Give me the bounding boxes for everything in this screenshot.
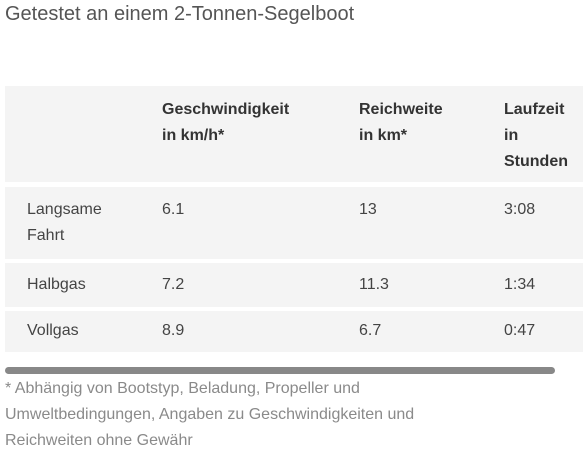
header-runtime-line2: in	[504, 127, 519, 144]
table-row: Vollgas 8.9 6.7 0:47	[5, 311, 583, 352]
footnote-line1: * Abhängig von Bootstyp, Beladung, Prope…	[5, 380, 360, 397]
row-label: Vollgas	[27, 322, 79, 339]
range-value: 11.3	[359, 276, 389, 293]
footnote: * Abhängig von Bootstyp, Beladung, Prope…	[5, 376, 575, 454]
header-range-line2: in km*	[359, 127, 408, 144]
runtime-value: 3:08	[504, 201, 536, 218]
performance-table[interactable]: Geschwindigkeit in km/h* Reichweite in k…	[5, 86, 583, 352]
header-speed-line1: Geschwindigkeit	[162, 101, 290, 118]
footnote-line2: Umweltbedingungen, Angaben zu Geschwindi…	[5, 406, 415, 423]
row-label: Langsame Fahrt	[27, 197, 102, 249]
table-row: Halbgas 7.2 11.3 1:34	[5, 263, 583, 307]
row-label-line1: Langsame	[27, 201, 102, 218]
runtime-value: 0:47	[504, 322, 536, 339]
runtime-value: 1:34	[504, 276, 536, 293]
range-value: 13	[359, 201, 377, 218]
speed-value: 7.2	[162, 276, 185, 293]
header-runtime-line3: Stunden	[504, 153, 568, 170]
header-runtime: Laufzeit in Stunden	[504, 97, 568, 175]
header-range-line1: Reichweite	[359, 101, 443, 118]
footnote-line3: Reichweiten ohne Gewähr	[5, 432, 193, 449]
speed-value: 6.1	[162, 201, 185, 218]
horizontal-scrollbar[interactable]	[5, 367, 555, 374]
page-title: Getestet an einem 2-Tonnen-Segelboot	[5, 3, 355, 25]
header-speed-line2: in km/h*	[162, 127, 225, 144]
header-range: Reichweite in km*	[359, 97, 443, 149]
table-row: Langsame Fahrt 6.1 13 3:08	[5, 187, 583, 259]
table-header-row: Geschwindigkeit in km/h* Reichweite in k…	[5, 86, 583, 182]
speed-value: 8.9	[162, 322, 185, 339]
header-runtime-line1: Laufzeit	[504, 101, 565, 118]
row-label: Halbgas	[27, 276, 86, 293]
range-value: 6.7	[359, 322, 382, 339]
header-speed: Geschwindigkeit in km/h*	[162, 97, 289, 149]
row-label-line2: Fahrt	[27, 227, 65, 244]
